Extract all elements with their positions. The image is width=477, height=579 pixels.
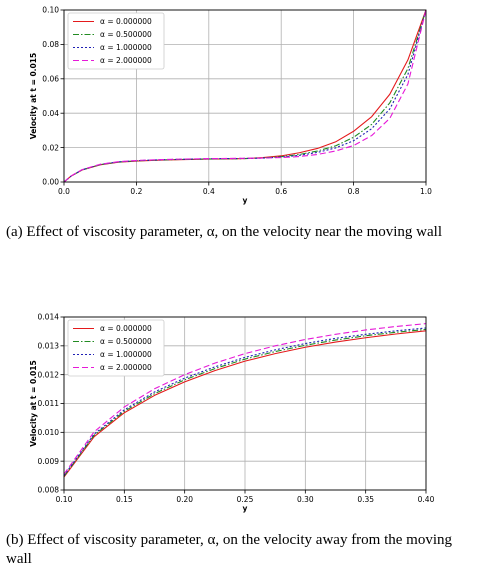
- x-tick-label: 0.20: [176, 495, 193, 504]
- legend-label: α = 0.000000: [100, 17, 152, 26]
- x-tick-label: 1.0: [420, 187, 432, 196]
- y-tick-label: 0.08: [42, 40, 59, 49]
- x-tick-label: 0.25: [237, 495, 254, 504]
- y-tick-label: 0.06: [42, 75, 59, 84]
- plot-area-0: 0.0 0.2 0.4 0.6 0.8 1.0 0.00 0.02 0.04 0.06 0.08 0.…: [29, 6, 432, 205]
- x-tick-label: 0.0: [58, 187, 70, 196]
- legend-label: α = 2.000000: [100, 56, 152, 65]
- plot-frame: [63, 316, 427, 491]
- series-line-2: [63, 327, 427, 476]
- y-tick-label: 0.02: [42, 143, 59, 152]
- x-tick-label: 0.30: [297, 495, 314, 504]
- x-tick-label: 0.35: [357, 495, 374, 504]
- legend-box: [67, 319, 165, 377]
- legend-label: α = 0.000000: [100, 324, 152, 333]
- caption-b: (b) Effect of viscosity parameter, α, on…: [6, 532, 453, 567]
- legend-label: α = 0.500000: [100, 30, 152, 39]
- y-axis-label: Velocity at t = 0.015: [29, 53, 38, 139]
- y-tick-label: 0.009: [38, 457, 60, 466]
- y-tick-label: 0.011: [38, 399, 60, 408]
- legend-1: α = 0.000000 α = 0.500000 α = 1.000000 α = …: [67, 319, 165, 377]
- x-tick-label: 0.2: [130, 187, 142, 196]
- series-line-3: [63, 323, 427, 475]
- y-tick-label: 0.008: [38, 486, 60, 495]
- legend-0: α = 0.000000 α = 0.500000 α = 1.000000 α = …: [67, 12, 165, 70]
- y-tick-label: 0.014: [38, 313, 60, 322]
- caption-a: (a) Effect of viscosity parameter, α, on…: [6, 224, 442, 240]
- y-tick-label: 0.010: [38, 428, 60, 437]
- x-axis-label: y: [243, 504, 248, 513]
- x-tick-label: 0.4: [203, 187, 215, 196]
- x-tick-label: 0.40: [418, 495, 435, 504]
- y-tick-label: 0.10: [42, 6, 59, 15]
- y-axis-label: Velocity at t = 0.015: [29, 360, 38, 446]
- x-tick-label: 0.10: [56, 495, 73, 504]
- y-tick-label: 0.00: [42, 178, 59, 187]
- y-tick-label: 0.012: [38, 370, 60, 379]
- x-tick-label: 0.6: [275, 187, 287, 196]
- legend-label: α = 2.000000: [100, 363, 152, 372]
- legend-label: α = 0.500000: [100, 337, 152, 346]
- x-axis-label: y: [243, 196, 248, 205]
- series-line-3: [63, 9, 427, 183]
- series-line-1: [63, 328, 427, 477]
- legend-box: [67, 12, 165, 70]
- plot-frame: [63, 9, 427, 183]
- legend-label: α = 1.000000: [100, 43, 152, 52]
- y-tick-label: 0.04: [42, 109, 59, 118]
- plot-area-1: 0.10 0.15 0.20 0.25 0.30 0.35 0.40 0.008 0.009 0.…: [29, 313, 435, 513]
- x-tick-label: 0.15: [116, 495, 133, 504]
- legend-label: α = 1.000000: [100, 350, 152, 359]
- x-tick-label: 0.8: [348, 187, 360, 196]
- y-tick-label: 0.013: [38, 342, 60, 351]
- series-line-0: [63, 330, 427, 478]
